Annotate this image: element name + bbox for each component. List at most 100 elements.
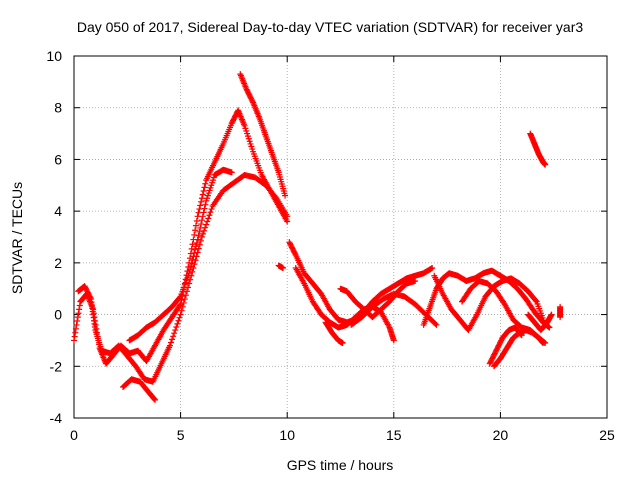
data-point — [192, 227, 199, 234]
x-tick-label: 0 — [70, 427, 78, 443]
y-axis-label: SDTVAR / TECUs — [9, 182, 25, 294]
series-arc-p — [491, 327, 547, 370]
data-point — [75, 310, 82, 317]
data-point — [74, 318, 81, 325]
data-point — [201, 205, 208, 212]
data-point — [72, 325, 79, 332]
data-point — [228, 169, 235, 176]
data-point — [249, 98, 256, 105]
series-arc-r — [527, 130, 549, 168]
data-point — [200, 209, 207, 216]
data-point — [194, 236, 201, 243]
y-tick-label: 10 — [46, 48, 62, 64]
data-point — [201, 227, 208, 234]
data-point — [151, 396, 158, 403]
series-arc-a — [71, 107, 291, 367]
data-point — [199, 213, 206, 220]
x-tick-label: 25 — [599, 427, 615, 443]
data-point — [192, 222, 199, 229]
data-point — [199, 230, 206, 237]
data-point — [192, 243, 199, 250]
data-point — [196, 228, 203, 235]
data-point — [188, 245, 195, 252]
data-point — [174, 320, 181, 327]
data-point — [187, 263, 194, 270]
series-arc-c — [120, 376, 159, 403]
data-point — [282, 192, 289, 199]
series-arc-q — [525, 311, 555, 334]
data-point — [73, 321, 80, 328]
data-point — [181, 296, 188, 303]
data-point — [179, 303, 186, 310]
data-point — [186, 270, 193, 277]
data-point — [182, 292, 189, 299]
y-tick-label: 0 — [54, 307, 62, 323]
data-point — [206, 212, 213, 219]
data-point — [198, 234, 205, 240]
data-point — [169, 336, 176, 343]
series-arc-k — [348, 290, 440, 328]
data-point — [540, 340, 547, 347]
series-arc-m — [431, 272, 549, 334]
grid-lines — [74, 56, 607, 418]
series-arc-s — [557, 303, 564, 321]
data-point — [177, 311, 184, 318]
data-point — [71, 337, 77, 344]
y-tick-label: 8 — [54, 100, 62, 116]
data-point — [189, 241, 196, 248]
data-point — [168, 339, 175, 346]
x-tick-label: 5 — [177, 427, 185, 443]
series-arc-f — [275, 262, 286, 272]
data-point — [429, 265, 436, 272]
data-point — [191, 231, 198, 238]
data-point — [197, 224, 204, 231]
data-point — [170, 333, 177, 340]
data-point — [193, 239, 200, 246]
data-point — [199, 191, 206, 198]
x-tick-labels: 0 5 10 15 20 25 — [70, 427, 615, 443]
data-point — [74, 314, 81, 321]
x-tick-label: 15 — [386, 427, 402, 443]
data-point — [292, 250, 299, 257]
data-point — [186, 266, 193, 273]
data-point — [548, 311, 555, 318]
data-point — [76, 302, 83, 309]
data-point — [191, 261, 198, 268]
data-point — [542, 161, 549, 168]
data-point — [557, 314, 564, 321]
chart-title: Day 050 of 2017, Sidereal Day-to-day VTE… — [77, 19, 583, 35]
data-point — [205, 215, 212, 222]
data-point — [195, 209, 202, 216]
data-point — [191, 250, 198, 257]
data-point — [180, 299, 187, 306]
data-point — [339, 340, 346, 347]
data-point — [208, 206, 215, 213]
data-point — [202, 201, 209, 208]
data-point — [202, 180, 209, 187]
data-point — [193, 217, 200, 224]
series-arc-e — [237, 71, 289, 199]
data-point — [72, 329, 79, 336]
data-point — [272, 193, 279, 200]
data-point — [176, 302, 183, 309]
data-point — [189, 256, 196, 263]
data-point — [412, 277, 419, 284]
data-point — [152, 396, 159, 403]
data-point — [546, 324, 553, 331]
data-point — [196, 206, 203, 213]
data-point — [284, 218, 291, 225]
data-point — [190, 253, 197, 260]
data-point — [194, 213, 201, 220]
data-point — [284, 213, 291, 220]
y-tick-label: 2 — [54, 255, 62, 271]
data-point — [176, 294, 183, 301]
data-point — [532, 297, 539, 304]
series-arc-i — [322, 319, 346, 347]
y-tick-label: 4 — [54, 203, 62, 219]
data-point — [198, 221, 205, 228]
y-tick-label: 6 — [54, 151, 62, 167]
data-point — [76, 306, 83, 313]
data-point — [198, 198, 205, 205]
plot-frame — [73, 55, 608, 419]
